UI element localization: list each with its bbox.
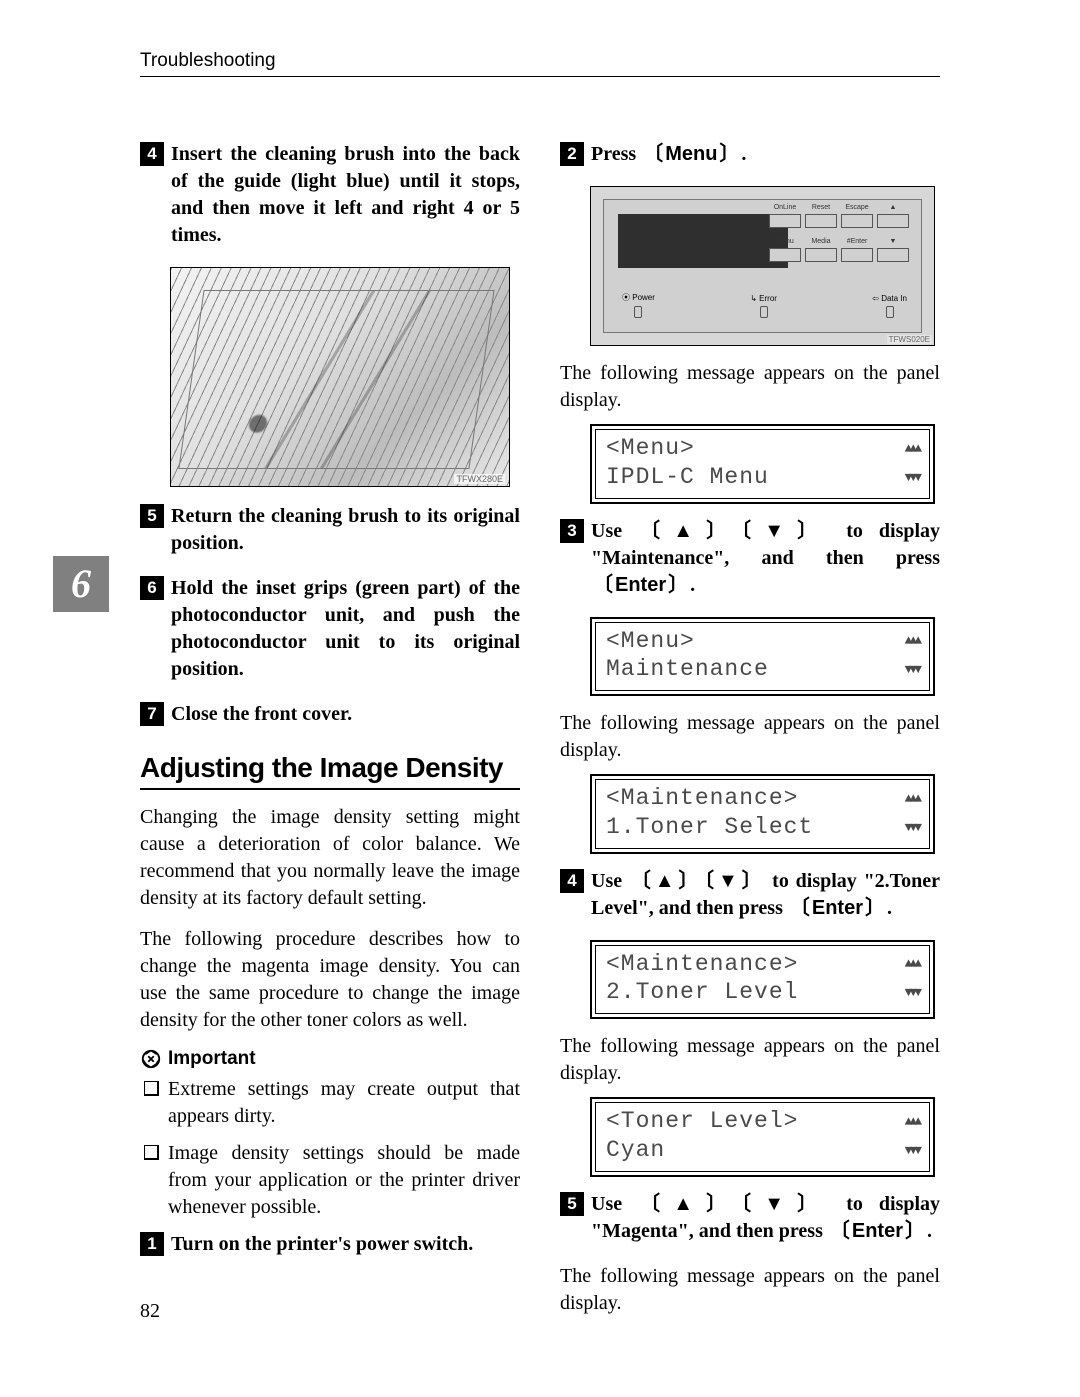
step-7: 7 Close the front cover.	[140, 701, 520, 728]
intro-para-1: Changing the image density setting might…	[140, 804, 520, 912]
lcd-display-5: <Toner Level>▲▲▲ Cyan▼▼▼	[590, 1097, 935, 1177]
step-num-2: 2	[560, 142, 584, 166]
up-key-icon: ▲	[673, 520, 704, 542]
step-3-text: Use 〔▲〕〔▼〕 to display "Maintenance", and…	[591, 518, 940, 599]
columns: 4 Insert the cleaning brush into the bac…	[140, 135, 940, 1317]
bullet-icon	[144, 1145, 158, 1159]
right-column: 2 Press 〔Menu〕. OnLineResetEscape▲	[560, 135, 940, 1317]
illustration-code: TFWX280E	[454, 474, 505, 484]
step-num-5r: 5	[560, 1192, 584, 1216]
step-1: 1 Turn on the printer's power switch.	[140, 1231, 520, 1258]
important-bullet-1: Extreme settings may create output that …	[144, 1076, 520, 1130]
section-rule	[140, 788, 520, 790]
step-4-text: Insert the cleaning brush into the back …	[171, 141, 520, 249]
important-label: Important	[168, 1048, 256, 1070]
step-6-text: Hold the inset grips (green part) of the…	[171, 575, 520, 683]
step-2-text: Press 〔Menu〕.	[591, 141, 940, 168]
important-icon	[140, 1048, 162, 1070]
step-5r-text: Use 〔▲〕〔▼〕 to display "Magenta", and the…	[591, 1191, 940, 1245]
step-4r-text: Use 〔▲〕〔▼〕 to display "2.Toner Level", a…	[591, 868, 940, 922]
step-1-text: Turn on the printer's power switch.	[171, 1231, 520, 1258]
step-num-6: 6	[140, 576, 164, 600]
lcd-display-3: <Maintenance>▲▲▲ 1.Toner Select▼▼▼	[590, 774, 935, 854]
lcd-display-2: <Menu>▲▲▲ Maintenance▼▼▼	[590, 617, 935, 697]
step-num-7: 7	[140, 702, 164, 726]
important-bullet-2: Image density settings should be made fr…	[144, 1140, 520, 1221]
down-arrows-icon: ▼▼▼	[905, 471, 919, 484]
step-2: 2 Press 〔Menu〕.	[560, 141, 940, 168]
chapter-title: Troubleshooting	[140, 50, 940, 72]
step-3: 3 Use 〔▲〕〔▼〕 to display "Maintenance", a…	[560, 518, 940, 599]
msg-appears-3: The following message appears on the pan…	[560, 1033, 940, 1087]
down-key-icon: ▼	[764, 520, 795, 542]
step-num-4r: 4	[560, 869, 584, 893]
chapter-tab: 6	[53, 556, 109, 612]
lcd-display-4: <Maintenance>▲▲▲ 2.Toner Level▼▼▼	[590, 940, 935, 1020]
msg-appears-4: The following message appears on the pan…	[560, 1263, 940, 1317]
important-heading: Important	[140, 1048, 520, 1070]
up-arrows-icon: ▲▲▲	[905, 442, 919, 455]
intro-para-2: The following procedure describes how to…	[140, 926, 520, 1034]
step-5r: 5 Use 〔▲〕〔▼〕 to display "Magenta", and t…	[560, 1191, 940, 1245]
control-panel-illustration: OnLineResetEscape▲ MenuMedia#Enter▼ ⦿ Po…	[590, 186, 935, 346]
header-rule	[140, 76, 940, 77]
cleaning-brush-illustration: TFWX280E	[170, 267, 510, 487]
panel-lcd-graphic	[618, 214, 788, 268]
bullet-2-text: Image density settings should be made fr…	[168, 1140, 520, 1221]
page-number: 82	[140, 1300, 160, 1323]
lcd-display-1: <Menu>▲▲▲ IPDL-C Menu▼▼▼	[590, 424, 935, 504]
step-num-3: 3	[560, 519, 584, 543]
section-heading: Adjusting the Image Density	[140, 752, 520, 784]
page: Troubleshooting 4 Insert the cleaning br…	[140, 50, 940, 1317]
step-num-5: 5	[140, 504, 164, 528]
bullet-1-text: Extreme settings may create output that …	[168, 1076, 520, 1130]
msg-appears-2: The following message appears on the pan…	[560, 710, 940, 764]
running-header: Troubleshooting	[140, 50, 940, 77]
step-6: 6 Hold the inset grips (green part) of t…	[140, 575, 520, 683]
step-5: 5 Return the cleaning brush to its origi…	[140, 503, 520, 557]
left-column: 4 Insert the cleaning brush into the bac…	[140, 135, 520, 1317]
step-num-4: 4	[140, 142, 164, 166]
step-4r: 4 Use 〔▲〕〔▼〕 to display "2.Toner Level",…	[560, 868, 940, 922]
step-4: 4 Insert the cleaning brush into the bac…	[140, 141, 520, 249]
step-7-text: Close the front cover.	[171, 701, 520, 728]
panel-illus-code: TFWS020E	[887, 335, 932, 344]
step-5-text: Return the cleaning brush to its origina…	[171, 503, 520, 557]
bullet-icon	[144, 1081, 158, 1095]
msg-appears-1: The following message appears on the pan…	[560, 360, 940, 414]
step-num-1: 1	[140, 1232, 164, 1256]
